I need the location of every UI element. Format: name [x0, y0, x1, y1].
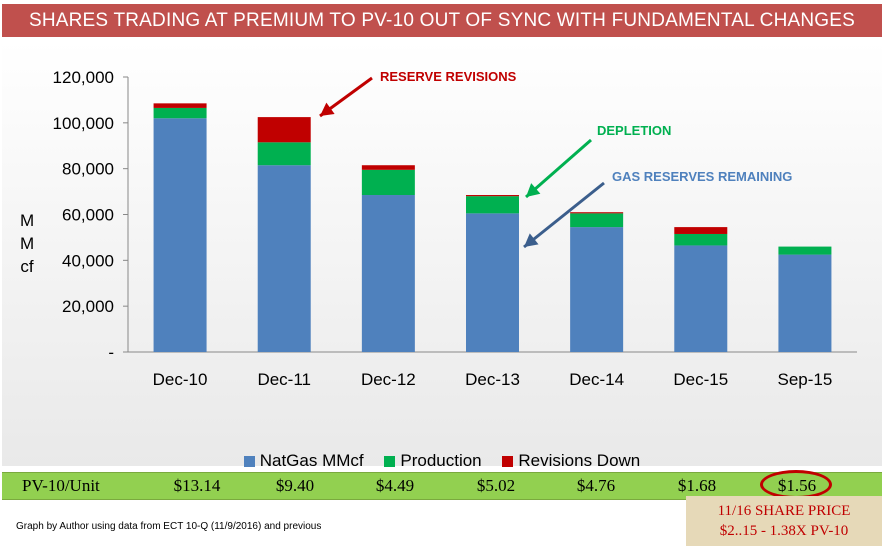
bar-production: [778, 246, 832, 255]
annotation-depletion: DEPLETION: [597, 123, 671, 138]
y-tick-label: 40,000: [62, 251, 114, 270]
y-tick-label: 20,000: [62, 297, 114, 316]
y-tick-label: 120,000: [53, 68, 114, 87]
bar-production: [570, 213, 624, 228]
bar-production: [466, 196, 519, 214]
arrow-gas-reserves-head: [524, 233, 539, 247]
y-axis-label: MMcf: [20, 211, 35, 276]
x-tick-label: Dec-15: [673, 370, 728, 389]
highlight-oval: [760, 470, 832, 499]
pv10-value-dec-13: $5.02: [476, 476, 516, 495]
arrow-depletion-shaft: [525, 138, 592, 199]
legend-item-production: Production: [384, 451, 482, 471]
pv10-row: PV-10/Unit $13.14 $9.40 $4.49 $5.02 $4.7…: [2, 472, 882, 500]
chart-title: SHARES TRADING AT PREMIUM TO PV-10 OUT O…: [2, 4, 882, 37]
share-price-box: 11/16 SHARE PRICE $2..15 - 1.38X PV-10: [686, 496, 882, 546]
bar-natgas-mmcf: [674, 245, 728, 352]
bar-revisions-down: [257, 117, 311, 143]
y-tick-label: 60,000: [62, 206, 114, 225]
legend-swatch-production: [384, 455, 396, 467]
y-tick-label: 100,000: [53, 114, 114, 133]
x-tick-label: Dec-13: [465, 370, 520, 389]
bar-natgas-mmcf: [361, 195, 415, 352]
bar-revisions-down: [153, 103, 207, 108]
legend-swatch-natgas: [243, 455, 255, 467]
bar-revisions-down: [570, 212, 624, 214]
bar-revisions-down: [674, 227, 728, 234]
annotation-reserve-revisions: RESERVE REVISIONS: [380, 69, 517, 84]
legend-item-natgas: NatGas MMcf: [243, 451, 364, 471]
arrow-reserve-revisions-head: [320, 102, 335, 116]
x-tick-label: Sep-15: [778, 370, 833, 389]
x-tick-label: Dec-10: [153, 370, 208, 389]
x-tick-label: Dec-12: [361, 370, 416, 389]
bar-natgas-mmcf: [466, 213, 519, 352]
arrow-gas-reserves-shaft: [523, 181, 605, 249]
pv10-value-dec-11: $9.40: [275, 476, 315, 495]
bar-natgas-mmcf: [570, 227, 624, 352]
bar-revisions-down: [361, 165, 415, 170]
pv10-value-dec-12: $4.49: [375, 476, 415, 495]
bar-revisions-down: [466, 195, 519, 197]
pv10-label: PV-10/Unit: [22, 476, 100, 495]
pv10-value-dec-14: $4.76: [576, 476, 616, 495]
bar-production: [674, 233, 728, 246]
legend-label-natgas: NatGas MMcf: [259, 451, 364, 470]
stacked-bar-chart: - 20,000 40,000 60,000 80,000 100,000 120,000 D…: [53, 68, 857, 389]
share-price-line2: $2..15 - 1.38X PV-10: [719, 523, 849, 539]
share-price-line1: 11/16 SHARE PRICE: [717, 503, 851, 519]
pv10-value-dec-10: $13.14: [173, 476, 221, 495]
bar-production: [257, 142, 311, 166]
legend-item-revisions: Revisions Down: [502, 451, 640, 471]
legend-swatch-revisions: [502, 455, 514, 467]
arrow-depletion-head: [526, 183, 541, 197]
annotation-gas-reserves: GAS RESERVES REMAINING: [612, 169, 792, 184]
x-tick-label: Dec-11: [257, 370, 311, 389]
legend-label-production: Production: [400, 451, 482, 470]
bar-natgas-mmcf: [257, 165, 311, 352]
pv10-value-dec-15: $1.68: [677, 476, 717, 495]
bar-natgas-mmcf: [778, 254, 832, 352]
bar-natgas-mmcf: [153, 118, 207, 352]
chart-area: - 20,000 40,000 60,000 80,000 100,000 120,000 D…: [2, 41, 882, 470]
y-tick-label: 80,000: [62, 160, 114, 179]
legend-label-revisions: Revisions Down: [518, 451, 641, 470]
legend: NatGas MMcf Production Revisions Down: [2, 451, 882, 472]
footnote: Graph by Author using data from ECT 10-Q…: [16, 521, 322, 532]
x-tick-label: Dec-14: [569, 370, 624, 389]
bar-production: [361, 169, 415, 196]
y-tick-label: -: [108, 343, 114, 362]
bar-production: [153, 107, 207, 119]
